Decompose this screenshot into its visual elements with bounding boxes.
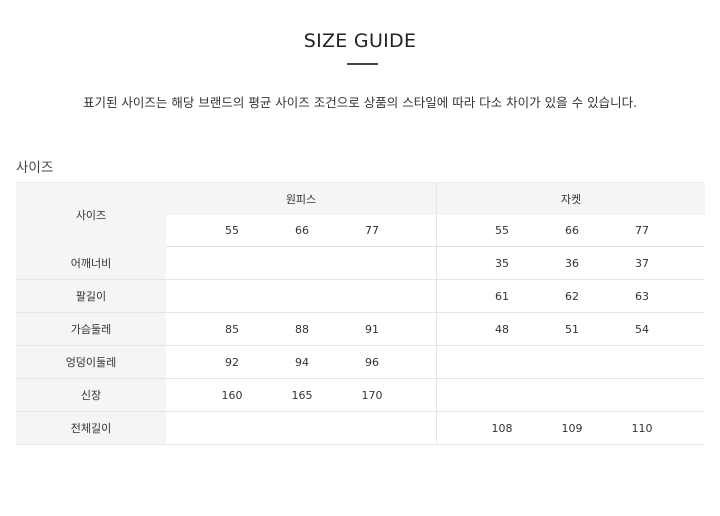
table-cell: 110 [631,421,653,435]
jacket-cells: 48 51 54 [436,313,705,345]
table-row: 어깨너비 35 36 37 [16,247,705,280]
group-name: 자켓 [437,183,705,216]
dress-cells: 85 88 91 [166,313,436,345]
table-row: 엉덩이둘레 92 94 96 [16,346,705,379]
table-cell: 36 [565,256,579,270]
table-cell: 96 [365,355,379,369]
row-label: 어깨너비 [16,247,166,279]
size-header: 55 [495,224,509,238]
table-cell: 170 [361,388,383,402]
row-label: 신장 [16,379,166,411]
group-header-dress: 원피스 55 66 77 [166,183,436,246]
dress-cells [166,247,436,279]
table-cell: 109 [561,421,583,435]
table-cell: 92 [225,355,239,369]
row-label: 가슴둘레 [16,313,166,345]
table-header: 사이즈 원피스 55 66 77 자켓 55 66 77 [16,182,705,247]
jacket-cells: 108 109 110 [436,412,705,444]
table-row: 신장 160 165 170 [16,379,705,412]
table-row: 팔길이 61 62 63 [16,280,705,313]
table-cell: 48 [495,322,509,336]
jacket-cells [436,346,705,378]
row-label: 팔길이 [16,280,166,312]
corner-header: 사이즈 [16,183,166,247]
table-cell: 88 [295,322,309,336]
size-notice: 표기된 사이즈는 해당 브랜드의 평균 사이즈 조건으로 상품의 스타일에 따라… [82,95,638,110]
table-cell: 62 [565,289,579,303]
dress-cells: 92 94 96 [166,346,436,378]
table-cell: 51 [565,322,579,336]
jacket-cells [436,379,705,411]
table-cell: 37 [635,256,649,270]
row-label: 엉덩이둘레 [16,346,166,378]
table-cell: 165 [291,388,313,402]
section-label: 사이즈 [16,160,54,176]
size-header: 66 [565,224,579,238]
jacket-cells: 61 62 63 [436,280,705,312]
size-header: 55 [225,224,239,238]
size-header: 77 [365,224,379,238]
dress-cells [166,280,436,312]
size-table: 사이즈 원피스 55 66 77 자켓 55 66 77 어깨너비 35 36 37 팔… [16,182,705,445]
table-row: 가슴둘레 85 88 91 48 51 54 [16,313,705,346]
table-cell: 94 [295,355,309,369]
size-header: 66 [295,224,309,238]
jacket-cells: 35 36 37 [436,247,705,279]
table-cell: 160 [221,388,243,402]
dress-cells: 160 165 170 [166,379,436,411]
table-cell: 63 [635,289,649,303]
table-cell: 91 [365,322,379,336]
size-header: 77 [635,224,649,238]
table-cell: 108 [491,421,513,435]
table-cell: 85 [225,322,239,336]
table-cell: 35 [495,256,509,270]
table-cell: 61 [495,289,509,303]
page-title: SIZE GUIDE [303,30,417,52]
dress-cells [166,412,436,444]
title-divider [347,63,378,65]
group-name: 원피스 [166,183,436,216]
group-header-jacket: 자켓 55 66 77 [436,183,705,246]
table-row: 전체길이 108 109 110 [16,412,705,445]
row-label: 전체길이 [16,412,166,444]
table-cell: 54 [635,322,649,336]
